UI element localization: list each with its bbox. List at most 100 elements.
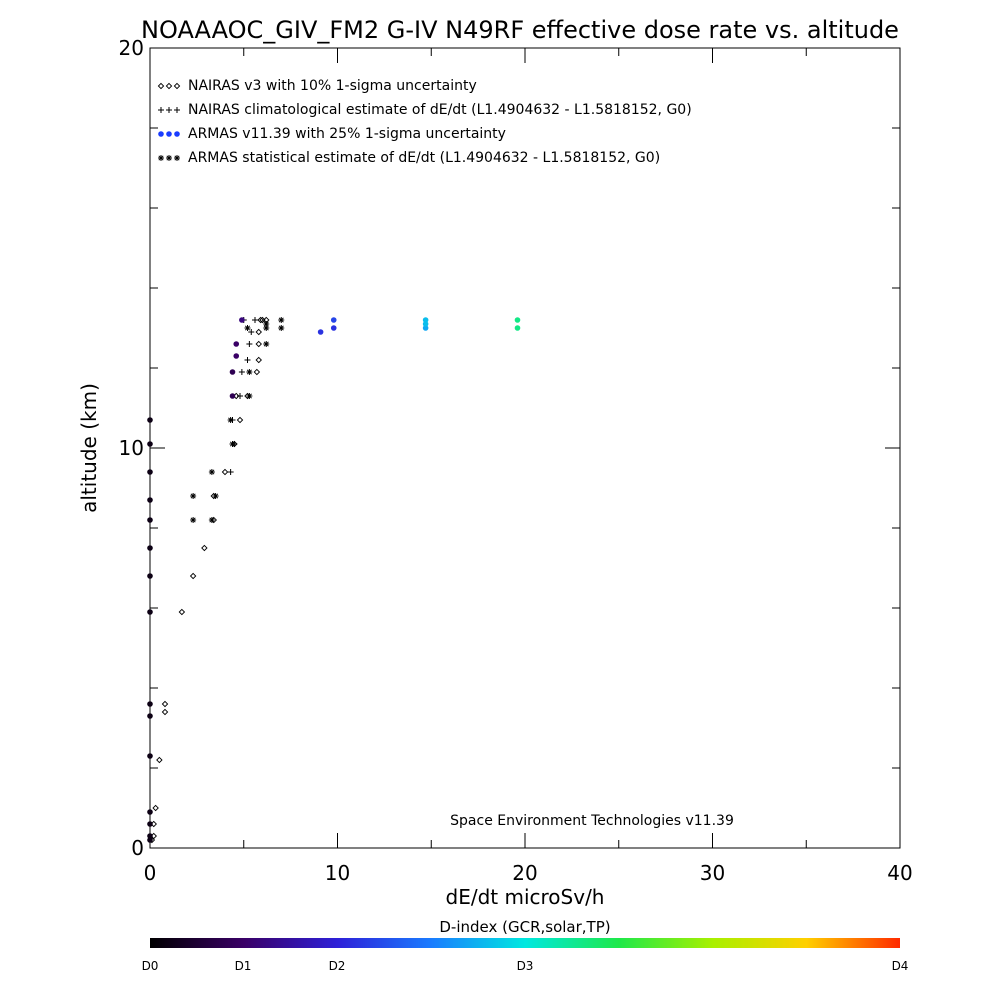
colorbar-label: D4 (892, 959, 909, 973)
armas-dot-point (422, 321, 429, 327)
armas-dot-point (233, 353, 240, 359)
colorbar-label: D0 (142, 959, 159, 973)
colorbar-labels: D0 D1 D2 D3 D4 (142, 959, 909, 973)
armas-dot-point (147, 713, 153, 719)
x-tick-label: 20 (512, 861, 537, 885)
armas-dot-point (514, 325, 521, 331)
nairas-diamond-point (255, 356, 262, 364)
x-tick-label: 40 (887, 861, 912, 885)
armas-dot-point (422, 325, 429, 331)
nairas-climatological-plus-point (238, 369, 245, 375)
armas-dot-point (317, 329, 324, 335)
legend-asterisk-marker (158, 155, 180, 161)
y-tick-label: 0 (131, 836, 144, 860)
legend-entry-armas: ARMAS v11.39 with 25% 1-sigma uncertaint… (158, 126, 506, 142)
plot-frame (149, 47, 901, 849)
legend-label-armas: ARMAS v11.39 with 25% 1-sigma uncertaint… (188, 126, 506, 142)
armas-dot-point (229, 393, 236, 399)
armas-dot-point (233, 341, 240, 347)
x-axis-label: dE/dt microSv/h (446, 885, 605, 909)
nairas-diamond-point (236, 416, 244, 424)
armas-dot-point (147, 837, 153, 843)
y-axis-label: altitude (km) (77, 383, 101, 513)
armas-statistical-asterisk-point (263, 341, 270, 347)
legend-label-nairas-climatological: NAIRAS climatological estimate of dE/dt … (188, 102, 692, 118)
nairas-diamond-point (161, 708, 169, 716)
axis-ticks (149, 47, 901, 849)
nairas-diamond-point (257, 316, 264, 324)
armas-dot-point (147, 545, 153, 551)
x-tick-label: 0 (144, 861, 157, 885)
armas-dot-point (174, 131, 180, 137)
armas-statistical-asterisk-point (278, 325, 285, 331)
legend-plus-marker (158, 107, 180, 113)
armas-dot-point (147, 809, 153, 815)
legend-entry-nairas: NAIRAS v3 with 10% 1-sigma uncertainty (157, 78, 477, 94)
armas-statistical-asterisk-point (212, 493, 219, 499)
nairas-climatological-plus-point (248, 329, 255, 335)
colorbar (150, 938, 900, 948)
armas-dot-point (330, 317, 337, 323)
armas-dot-point (147, 753, 153, 759)
armas-dot-point (147, 701, 153, 707)
armas-statistical-asterisk-point (166, 155, 172, 161)
armas-statistical-asterisk-point (263, 321, 270, 327)
colorbar-label: D1 (235, 959, 252, 973)
armas-dot-point (166, 131, 172, 137)
armas-dot-point (147, 469, 153, 475)
nairas-climatological-plus-point (227, 469, 234, 475)
nairas-climatological-plus-point (158, 107, 164, 113)
armas-dot-point (239, 317, 245, 323)
x-tick-labels: 0 10 20 30 40 (144, 861, 913, 885)
nairas-diamond-point (152, 804, 159, 812)
armas-statistical-asterisk-point (244, 325, 251, 331)
nairas-diamond-point (156, 756, 163, 764)
armas-statistical-asterisk-point (208, 517, 215, 523)
armas-dot-point (158, 131, 164, 137)
legend: NAIRAS v3 with 10% 1-sigma uncertainty N… (157, 78, 692, 166)
armas-statistical-asterisk-point (190, 493, 197, 499)
nairas-climatological-plus-point (246, 341, 253, 347)
nairas-climatological-plus-point (174, 107, 180, 113)
nairas-diamond-point (157, 82, 165, 90)
x-tick-label: 30 (700, 861, 725, 885)
nairas-diamond-point (165, 82, 173, 90)
nairas-diamond-point (255, 340, 262, 348)
nairas-diamond-point (221, 468, 229, 476)
armas-dot-point (147, 517, 153, 523)
y-tick-label: 10 (119, 436, 144, 460)
nairas-diamond-point (173, 82, 181, 90)
y-tick-labels: 0 10 20 (119, 36, 144, 860)
legend-label-armas-statistical: ARMAS statistical estimate of dE/dt (L1.… (188, 150, 660, 166)
y-tick-label: 20 (119, 36, 144, 60)
armas-statistical-asterisk-point (158, 155, 164, 161)
colorbar-title: D-index (GCR,solar,TP) (439, 918, 610, 936)
annotation-credit: Space Environment Technologies v11.39 (450, 813, 734, 829)
armas-statistical-asterisk-point (278, 317, 285, 323)
armas-statistical-asterisk-point (246, 369, 253, 375)
data-marks (147, 316, 521, 844)
legend-dot-marker (158, 131, 180, 137)
armas-dot-point (147, 441, 153, 447)
armas-dot-point (229, 369, 236, 375)
armas-statistical-asterisk-point (229, 441, 236, 447)
colorbar-label: D3 (517, 959, 534, 973)
nairas-climatological-plus-point (166, 107, 172, 113)
armas-statistical-asterisk-point (263, 325, 270, 331)
legend-entry-armas-statistical: ARMAS statistical estimate of dE/dt (L1.… (158, 150, 660, 166)
armas-dot-point (147, 497, 153, 503)
nairas-climatological-plus-point (244, 357, 251, 363)
armas-statistical-asterisk-point (174, 155, 180, 161)
legend-entry-nairas-climatological: NAIRAS climatological estimate of dE/dt … (158, 102, 692, 118)
armas-dot-point (147, 833, 153, 839)
armas-dot-point (330, 325, 337, 331)
colorbar-label: D2 (329, 959, 346, 973)
nairas-diamond-point (201, 544, 208, 552)
nairas-diamond-point (253, 368, 261, 376)
chart-title: NOAAAOC_GIV_FM2 G-IV N49RF effective dos… (141, 16, 899, 44)
legend-diamond-marker (157, 82, 181, 90)
nairas-diamond-point (161, 700, 169, 708)
armas-statistical-asterisk-point (190, 517, 197, 523)
armas-dot-point (147, 609, 153, 615)
armas-dot-point (147, 573, 153, 579)
